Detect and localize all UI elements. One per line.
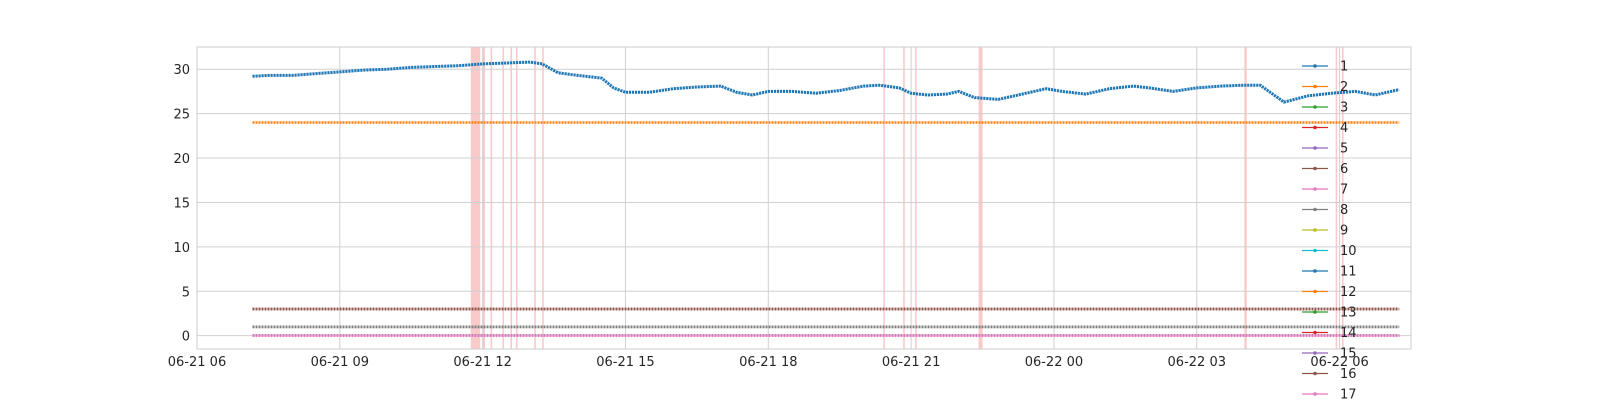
x-tick-label: 06-22 06 — [1310, 355, 1368, 370]
y-tick-label: 10 — [173, 241, 190, 256]
highlight-band — [1244, 47, 1247, 349]
x-tick-label: 06-21 15 — [596, 355, 654, 370]
legend-label-15: 15 — [1340, 347, 1357, 362]
legend-marker-13 — [1313, 310, 1317, 314]
highlight-band — [978, 47, 983, 349]
highlight-band — [1335, 47, 1338, 349]
highlight-band — [482, 47, 486, 349]
highlight-band — [534, 47, 536, 349]
legend-label-6: 6 — [1340, 162, 1348, 177]
legend-marker-17 — [1313, 392, 1317, 396]
legend-label-11: 11 — [1340, 265, 1357, 280]
legend-label-2: 2 — [1340, 80, 1348, 95]
legend-marker-6 — [1313, 166, 1317, 171]
highlight-bands — [470, 47, 1344, 349]
legend-marker-12 — [1313, 289, 1317, 294]
highlight-band — [502, 47, 505, 349]
highlight-band — [490, 47, 493, 349]
legend-marker-4 — [1313, 125, 1317, 130]
highlight-band — [915, 47, 917, 349]
legend-label-4: 4 — [1340, 121, 1348, 136]
legend-marker-15 — [1313, 351, 1317, 355]
legend-label-12: 12 — [1340, 285, 1357, 300]
x-tick-label: 06-21 21 — [882, 355, 940, 370]
highlight-band — [510, 47, 513, 349]
x-tick-label: 06-22 00 — [1025, 355, 1083, 370]
series-line-1 — [252, 60, 1400, 104]
highlight-band — [883, 47, 885, 349]
highlight-band — [542, 47, 544, 349]
x-tick-label: 06-21 06 — [168, 355, 226, 370]
y-tick-label: 20 — [173, 152, 190, 167]
highlight-band — [470, 47, 481, 349]
series-lines — [252, 60, 1400, 337]
legend-marker-14 — [1313, 330, 1317, 335]
legend-marker-10 — [1313, 248, 1317, 253]
y-tick-label: 15 — [173, 196, 190, 211]
highlight-band — [515, 47, 518, 349]
legend-marker-11 — [1313, 269, 1317, 273]
legend-marker-16 — [1313, 371, 1317, 376]
x-axis-ticks: 06-21 06 06-21 09 06-21 12 06-21 15 06-21 18… — [168, 355, 1369, 370]
y-tick-label: 5 — [182, 285, 190, 300]
y-tick-label: 30 — [173, 63, 190, 78]
highlight-band — [1341, 47, 1344, 349]
legend-label-1: 1 — [1340, 60, 1348, 75]
legend-label-8: 8 — [1340, 203, 1348, 218]
y-tick-label: 0 — [182, 330, 190, 345]
legend-label-3: 3 — [1340, 101, 1348, 116]
x-tick-label: 06-22 03 — [1168, 355, 1226, 370]
y-tick-label: 25 — [173, 108, 190, 123]
legend-marker-5 — [1313, 146, 1317, 150]
y-axis-ticks: 0 5 10 15 20 25 30 — [173, 63, 190, 344]
legend-marker-1 — [1313, 64, 1317, 68]
legend-label-13: 13 — [1340, 306, 1357, 321]
legend-marker-8 — [1313, 207, 1317, 212]
legend-label-9: 9 — [1340, 224, 1348, 239]
legend-label-5: 5 — [1340, 142, 1348, 157]
plot-frame — [196, 46, 1412, 350]
legend-marker-3 — [1313, 105, 1317, 109]
legend-marker-7 — [1313, 187, 1317, 191]
highlight-band — [903, 47, 905, 349]
legend-label-16: 16 — [1340, 367, 1357, 382]
legend-marker-2 — [1313, 84, 1317, 89]
x-tick-label: 06-21 12 — [453, 355, 511, 370]
legend-label-14: 14 — [1340, 326, 1357, 341]
legend-label-10: 10 — [1340, 244, 1357, 259]
legend-label-7: 7 — [1340, 183, 1348, 198]
x-tick-label: 06-21 09 — [311, 355, 369, 370]
legend-marker-9 — [1313, 228, 1317, 232]
legend-label-17: 17 — [1340, 388, 1357, 400]
x-tick-label: 06-21 18 — [739, 355, 797, 370]
